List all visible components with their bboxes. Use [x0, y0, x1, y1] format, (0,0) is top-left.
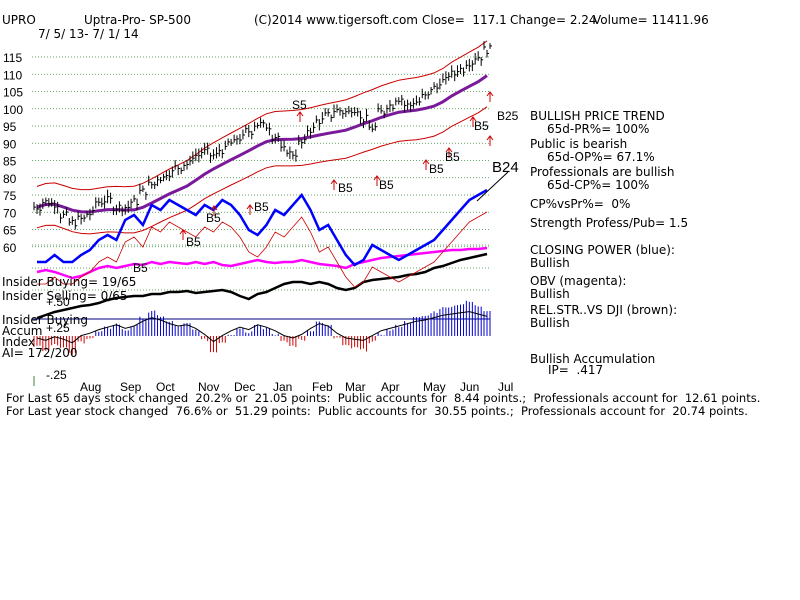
accum-label: Accum: [2, 324, 43, 338]
insider-buying-label: Insider Buying= 19/65: [2, 275, 137, 289]
ai-label: AI= 172/200: [2, 346, 78, 360]
signal-label: B5: [254, 200, 269, 214]
obv-line: [36, 246, 488, 280]
month-label: Dec: [234, 380, 255, 394]
signal-arrow-head: [210, 205, 218, 211]
insider-selling-label: Insider Selling= 0/65: [2, 289, 128, 303]
accum-tick-label: -.25: [46, 368, 67, 382]
index-label: Index: [2, 335, 36, 349]
price-tick-label: 70: [3, 206, 17, 220]
accum-tick-label: +.50: [46, 295, 70, 309]
month-label: Oct: [156, 380, 175, 394]
price-tick-label: 115: [3, 51, 22, 65]
month-label: Sep: [120, 380, 142, 394]
signal-arrow-head: [486, 135, 494, 141]
public-op: 65d-OP%= 67.1%: [547, 150, 655, 164]
signal-label: B5: [133, 261, 148, 275]
strength-ratio: Strength Profess/Pub= 1.5: [530, 216, 689, 230]
professionals-cp: 65d-CP%= 100%: [547, 178, 650, 192]
closing-power-title: CLOSING POWER (blue):: [530, 243, 675, 257]
price-bars: [33, 41, 492, 230]
signal-arrow-head: [296, 111, 304, 117]
price-axis-labels: 115 110 105 100 95 90 85 80 75 70 65 60: [3, 51, 23, 255]
fund-name: Uptra-Pro- SP-500: [84, 13, 191, 27]
signal-arrow-head: [330, 179, 338, 185]
date-range: 7/ 5/ 13- 7/ 1/ 14: [38, 27, 139, 41]
accum-ma-line: [36, 311, 488, 344]
signal-arrow-head: [445, 147, 453, 153]
price-tick-label: 90: [3, 137, 17, 151]
signal-arrow-head: [373, 175, 381, 181]
signal-label: B25: [497, 109, 519, 123]
signal-arrow-head: [422, 159, 430, 165]
accum-tick-label: +.25: [46, 321, 70, 335]
month-label: May: [423, 380, 446, 394]
close-value: Close= 117.1: [422, 13, 507, 27]
upper-band-line: [36, 40, 488, 191]
professionals-status: Professionals are bullish: [530, 165, 675, 179]
signal-label: B5: [206, 211, 221, 225]
signal-arrow-head: [486, 91, 494, 97]
closing-power-ma-line: [37, 211, 488, 288]
obv-value: Bullish: [530, 287, 570, 301]
volume-value: Volume= 11411.96: [593, 13, 709, 27]
month-label: Aug: [80, 380, 101, 394]
bollinger-bands: [36, 40, 488, 235]
month-label: Nov: [198, 380, 219, 394]
obv-title: OBV (magenta):: [530, 274, 627, 288]
indicator-lines: [36, 188, 488, 320]
price-tick-label: 110: [3, 68, 22, 82]
month-label: Jan: [273, 380, 292, 394]
signal-arrow-head: [246, 204, 254, 210]
month-label: Jun: [460, 380, 479, 394]
signal-label: B5: [445, 150, 460, 164]
price-tick-label: 85: [3, 155, 17, 169]
signal-label: B5: [474, 119, 489, 133]
closing-power-line: [37, 188, 488, 267]
month-label: Jul: [498, 380, 513, 394]
price-tick-label: 65: [3, 224, 17, 238]
price-tick-label: 100: [3, 103, 23, 117]
footer-65-days: For Last 65 days stock changed 20.2% or …: [6, 391, 761, 405]
signal-label: B24: [492, 159, 519, 176]
signal-arrow-head: [469, 116, 477, 122]
month-label: Mar: [345, 380, 366, 394]
signal-label: B5: [338, 181, 353, 195]
month-label: Feb: [312, 380, 333, 394]
signal-label: B5: [429, 162, 444, 176]
copyright: (C)2014 www.tigersoft.com: [254, 13, 418, 27]
price-tick-label: 80: [3, 172, 17, 186]
relstr-title: REL.STR..VS DJI (brown):: [530, 303, 678, 317]
footer-last-year: For Last year stock changed 76.6% or 51.…: [6, 404, 748, 418]
trend-title: BULLISH PRICE TREND: [530, 109, 665, 123]
cp-vs-pr: CP%vsPr%= 0%: [530, 197, 631, 211]
gridlines: [32, 56, 490, 291]
signal-label: B5: [379, 178, 394, 192]
signal-label: B5: [186, 235, 201, 249]
accumulation-index: +.50 +.25 -.25: [32, 295, 491, 382]
lower-band-line: [36, 106, 488, 235]
public-status: Public is bearish: [530, 137, 628, 151]
change-value: Change= 2.24: [510, 13, 597, 27]
b24-pointer-line: [476, 171, 509, 202]
accumulation-title: Bullish Accumulation: [530, 352, 656, 366]
relstr-value: Bullish: [530, 316, 570, 330]
trend-pr: 65d-PR%= 100%: [547, 122, 650, 136]
price-tick-label: 95: [3, 120, 17, 134]
signal-arrow-head: [179, 229, 187, 235]
ip-value: IP= .417: [548, 363, 604, 377]
insider-buying-label-2: Insider Buying: [2, 313, 88, 327]
price-tick-label: 75: [3, 189, 17, 203]
price-tick-label: 105: [3, 86, 23, 100]
ticker: UPRO: [2, 13, 36, 27]
closing-power-value: Bullish: [530, 256, 570, 270]
month-label: Apr: [381, 380, 400, 394]
signal-label: S5: [292, 98, 307, 112]
month-axis: Aug Sep Oct Nov Dec Jan Feb Mar Apr May Jun Jul: [33, 376, 513, 394]
moving-average-line: [36, 74, 488, 214]
price-tick-label: 60: [3, 241, 17, 255]
